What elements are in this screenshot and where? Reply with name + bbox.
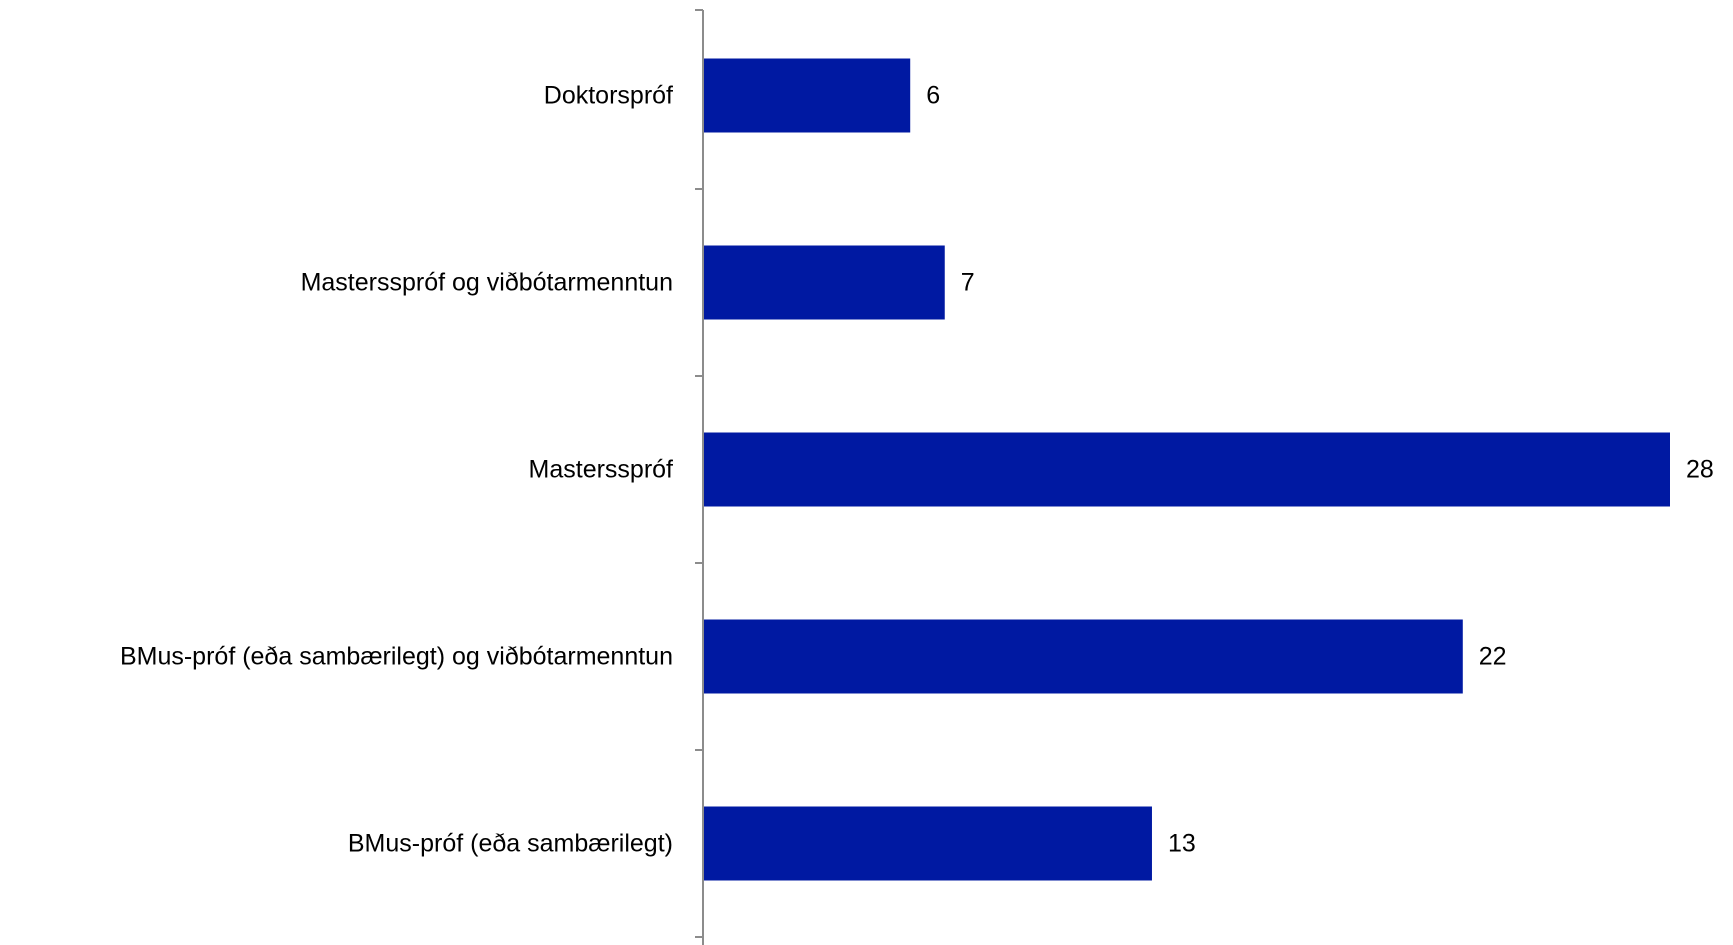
category-label: Doktorspróf	[544, 82, 673, 110]
bar	[703, 432, 1670, 507]
data-label: 6	[926, 82, 940, 110]
bar	[703, 58, 911, 133]
data-label: 28	[1686, 456, 1714, 484]
data-label: 22	[1479, 643, 1507, 671]
category-label: Mastersspróf og viðbótarmenntun	[301, 269, 673, 297]
data-labels: 6 7 28 22 13	[926, 82, 1714, 858]
category-axis	[695, 9, 704, 945]
bar	[703, 806, 1152, 881]
bar	[703, 619, 1463, 694]
category-label: BMus-próf (eða sambærilegt)	[348, 830, 673, 858]
bars-layer	[703, 58, 1670, 881]
bar	[703, 245, 945, 320]
data-label: 13	[1168, 830, 1196, 858]
data-label: 7	[961, 269, 975, 297]
category-label: BMus-próf (eða sambærilegt) og viðbótarm…	[120, 643, 673, 671]
category-label: Mastersspróf	[529, 456, 674, 484]
category-labels: Doktorspróf Mastersspróf og viðbótarmennt…	[120, 82, 673, 858]
